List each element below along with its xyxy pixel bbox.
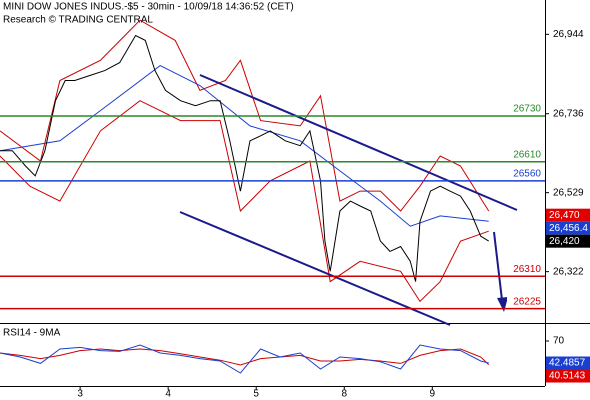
last-value-box <box>546 356 590 370</box>
last-value-label: 40.5143 <box>549 371 586 382</box>
y-tick-label: 70 <box>553 336 565 347</box>
level-label: 26225 <box>513 296 541 307</box>
series-line <box>0 344 489 374</box>
chart-title: MINI DOW JONES INDUS.-$5 - 30min - 10/09… <box>3 2 294 13</box>
y-tick-label: 26,529 <box>553 187 584 198</box>
level-label: 26310 <box>513 264 541 275</box>
level-label-bg <box>507 295 543 307</box>
last-value-box <box>546 369 590 383</box>
level-label-bg <box>507 167 543 179</box>
level-label-bg <box>507 148 543 160</box>
y-tick-label: 26,736 <box>553 108 584 119</box>
forecast-arrow-head <box>497 297 508 312</box>
x-tick-label: 3 <box>77 389 83 400</box>
trend-line <box>199 74 518 211</box>
trend-line <box>179 211 451 326</box>
x-tick-label: 5 <box>253 389 259 400</box>
last-value-box <box>546 234 590 248</box>
last-value-box <box>546 221 590 235</box>
level-label: 26610 <box>513 149 541 160</box>
y-tick-label: 26,944 <box>553 29 584 40</box>
series-line <box>0 348 490 366</box>
level-label: 26730 <box>513 104 541 115</box>
last-value-box <box>546 208 590 222</box>
series-line <box>0 34 489 282</box>
last-value-label: 26,470 <box>549 210 580 221</box>
x-tick-label: 4 <box>165 389 171 400</box>
x-tick-label: 8 <box>341 389 347 400</box>
level-label-bg <box>507 263 543 275</box>
last-value-label: 26,420 <box>549 236 580 247</box>
level-label-bg <box>507 102 543 114</box>
last-value-label: 42.4857 <box>549 358 586 369</box>
forecast-arrow <box>493 231 503 301</box>
level-label: 26560 <box>513 168 541 179</box>
x-tick-label: 9 <box>430 389 436 400</box>
y-tick-label: 26,322 <box>553 266 584 277</box>
chart-subtitle: Research © TRADING CENTRAL <box>3 15 153 26</box>
indicator-title: RSI14 - 9MA <box>3 328 61 339</box>
series-line <box>0 19 490 212</box>
last-value-label: 26,456.4 <box>549 223 588 234</box>
